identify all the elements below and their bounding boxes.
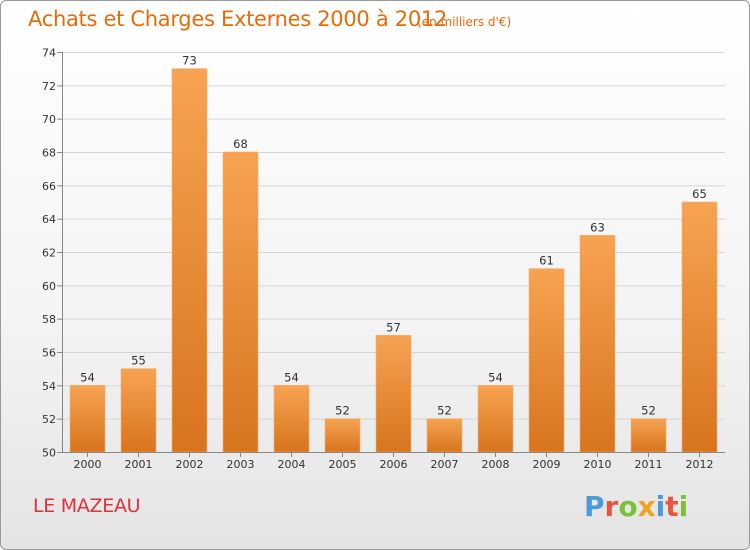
proxiti-logo: Proxiti [584,490,688,523]
y-tick-label: 62 [42,247,56,260]
x-tick-label: 2001 [125,458,153,471]
bar [681,201,718,453]
bar [477,385,514,453]
y-tick-label: 66 [42,180,56,193]
bars: 54 55 73 68 54 52 57 52 54 61 63 52 65 [69,54,718,453]
y-tick-label: 58 [42,313,56,326]
place-name: LE MAZEAU [33,495,141,517]
data-label: 65 [692,187,707,201]
data-label: 54 [284,370,299,384]
logo-letter: t [665,490,679,523]
data-label: 63 [590,220,605,234]
bar [630,418,667,453]
y-tick-label: 50 [42,447,56,460]
data-label: 52 [641,404,656,418]
bar [528,268,565,453]
bar [375,335,412,453]
x-tick-label: 2010 [584,458,612,471]
data-label: 68 [233,137,248,151]
x-tick-label: 2006 [380,458,408,471]
y-tick-label: 54 [42,380,56,393]
bar [69,385,106,453]
x-tick-label: 2007 [431,458,459,471]
data-label: 73 [182,54,197,68]
x-tick-label: 2008 [482,458,510,471]
x-tick-label: 2009 [533,458,561,471]
x-tick-label: 2005 [329,458,357,471]
data-label: 52 [437,404,452,418]
logo-letter: r [604,490,619,523]
y-tick-label: 68 [42,147,56,160]
y-tick-label: 72 [42,80,56,93]
bar [426,418,463,453]
axes: 50 52 54 56 58 60 62 64 66 68 70 72 74 2000 2001 2002 20… [42,47,725,471]
chart-title: Achats et Charges Externes 2000 à 2012 [28,7,448,31]
bar [273,385,310,453]
data-label: 55 [131,354,146,368]
data-label: 52 [335,404,350,418]
x-tick-label: 2000 [74,458,102,471]
data-label: 54 [488,370,503,384]
x-tick-label: 2003 [227,458,255,471]
data-label: 61 [539,254,554,268]
data-label: 57 [386,320,401,334]
logo-letter: P [584,490,605,523]
y-tick-label: 52 [42,413,56,426]
bar [120,368,157,453]
y-tick-label: 64 [42,213,56,226]
bar [171,68,208,453]
x-tick-label: 2012 [686,458,714,471]
bar [222,151,259,453]
x-tick-label: 2004 [278,458,306,471]
bar [579,235,616,453]
y-tick-label: 70 [42,113,56,126]
logo-letter: i [655,490,666,523]
y-tick-label: 74 [42,47,56,60]
y-tick-label: 60 [42,280,56,293]
x-tick-label: 2011 [635,458,663,471]
logo-letter: x [637,490,656,523]
logo-letter: i [678,490,689,523]
y-tick-label: 56 [42,347,56,360]
chart-subtitle: (en milliers d'€) [417,15,512,29]
x-tick-label: 2002 [176,458,204,471]
logo-letter: o [618,490,638,523]
bar [324,418,361,453]
data-label: 54 [80,370,95,384]
